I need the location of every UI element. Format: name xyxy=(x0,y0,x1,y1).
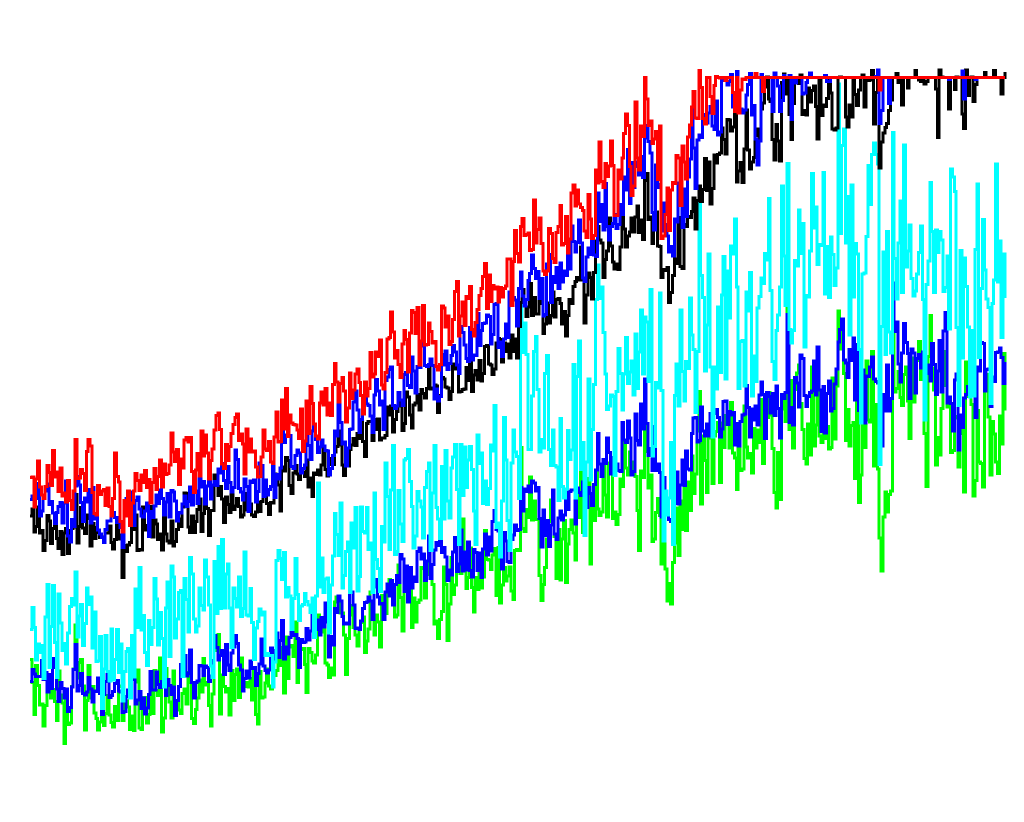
noisy-multiline-chart xyxy=(0,0,1024,822)
chart-svg xyxy=(0,0,1024,822)
